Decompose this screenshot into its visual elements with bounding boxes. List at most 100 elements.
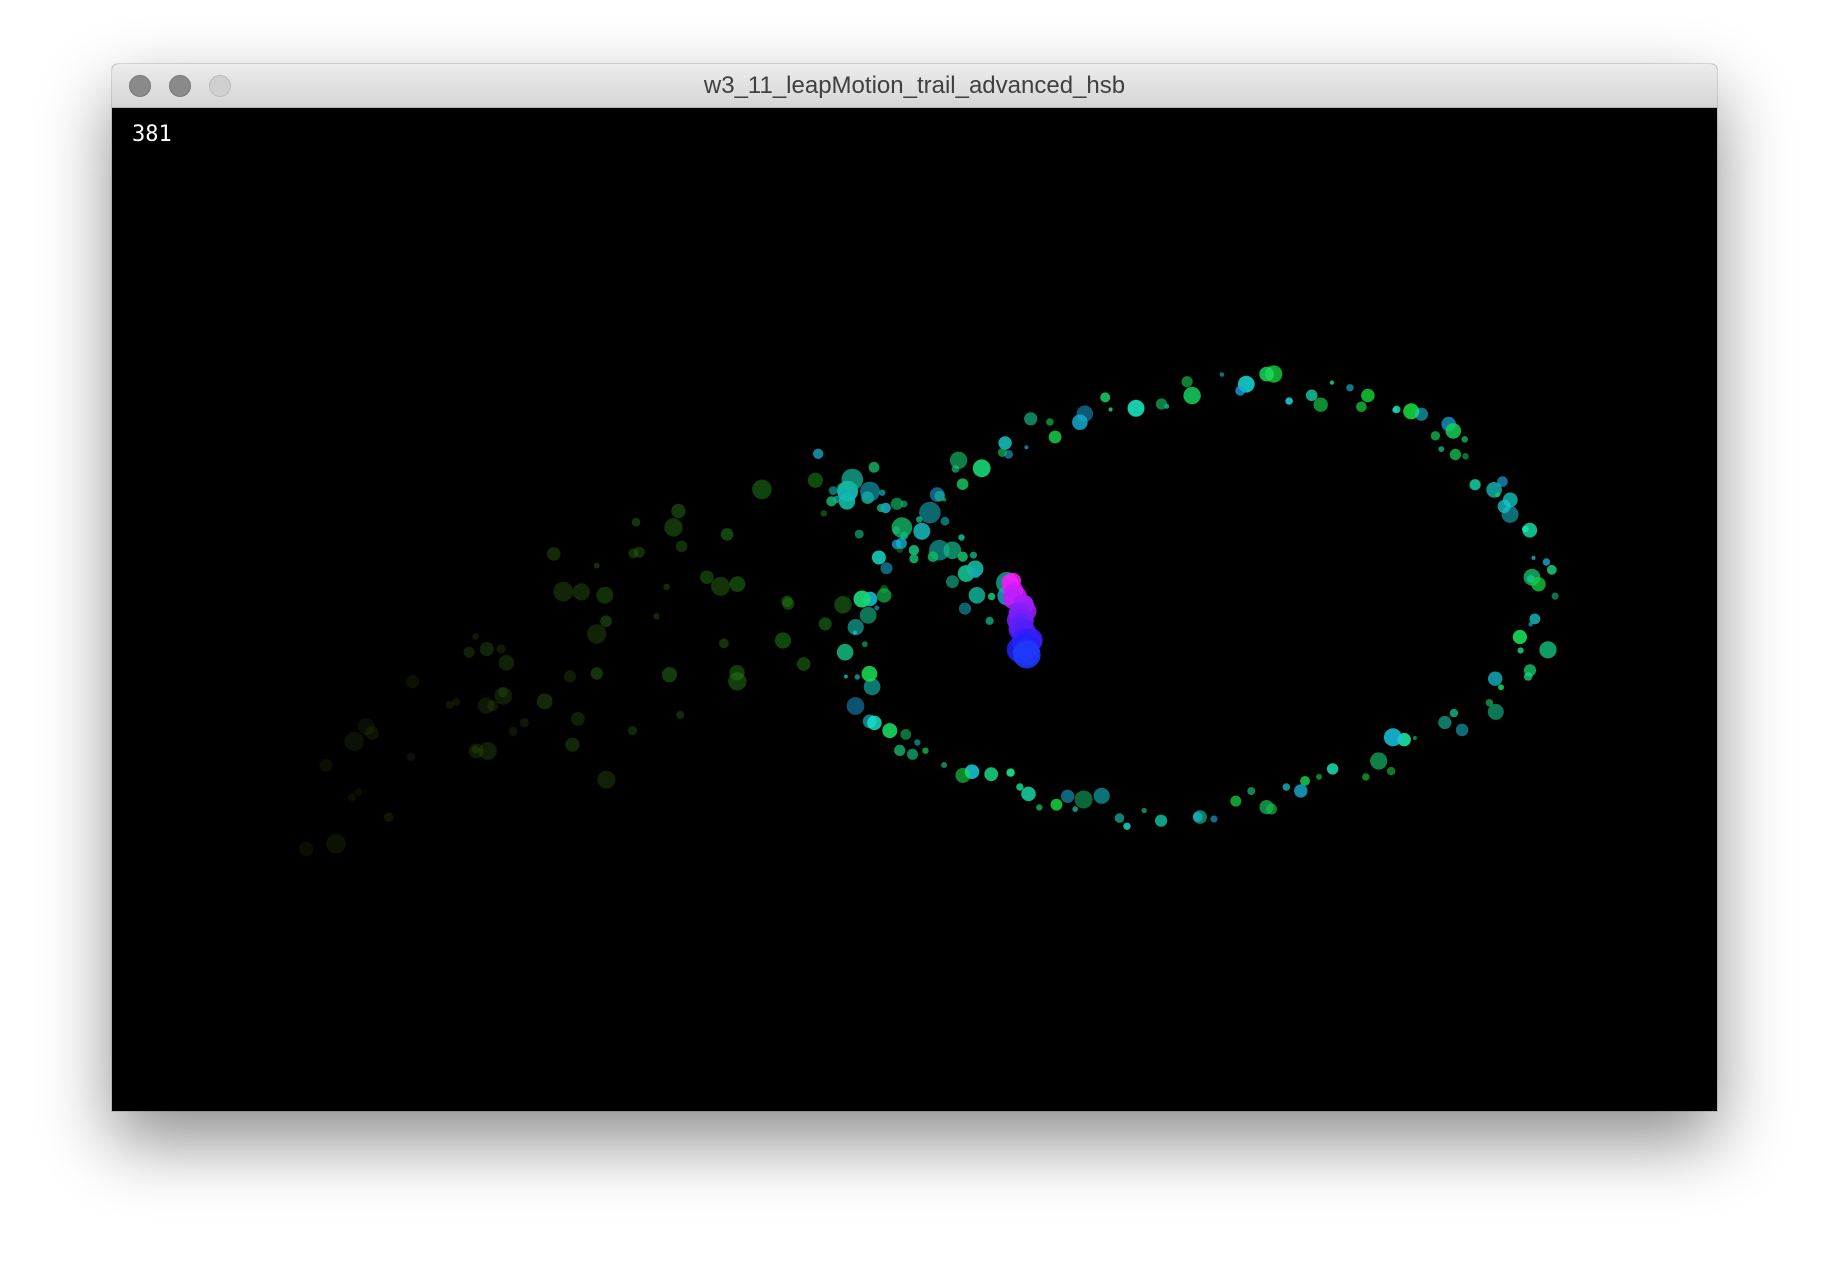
trail-particle bbox=[1497, 476, 1508, 487]
trail-particle bbox=[1127, 399, 1145, 417]
trail-particle bbox=[774, 632, 792, 649]
trail-particle bbox=[1449, 708, 1459, 718]
trail-particle bbox=[451, 697, 461, 707]
trail-particle bbox=[972, 459, 991, 478]
trail-particle bbox=[861, 665, 878, 682]
trail-particle bbox=[955, 767, 971, 783]
trail-particle bbox=[1326, 763, 1339, 775]
trail-particle bbox=[1210, 815, 1218, 823]
trail-particle bbox=[957, 551, 968, 562]
trail-particle bbox=[868, 461, 880, 473]
trail-particle bbox=[711, 576, 730, 596]
trail-particle bbox=[1356, 401, 1367, 413]
minimize-button[interactable] bbox=[169, 75, 191, 97]
trail-particle bbox=[841, 468, 864, 491]
trail-particle bbox=[1551, 592, 1559, 600]
trail-particle bbox=[344, 731, 364, 752]
trail-particle bbox=[664, 518, 683, 537]
trail-particle bbox=[891, 539, 902, 550]
trail-particle bbox=[1546, 564, 1557, 575]
trail-particle bbox=[1016, 783, 1024, 791]
trail-particle bbox=[1181, 376, 1193, 388]
trail-particle bbox=[1259, 366, 1275, 382]
trail-particle bbox=[1183, 386, 1201, 405]
trail-particle bbox=[1259, 800, 1274, 815]
trail-particle bbox=[1155, 814, 1168, 827]
trail-particle bbox=[958, 602, 972, 615]
trail-particle bbox=[1487, 703, 1504, 720]
trail-particle bbox=[1021, 786, 1036, 802]
trail-particle bbox=[894, 744, 906, 757]
trail-particle bbox=[406, 675, 420, 689]
trail-particle bbox=[1074, 790, 1093, 809]
sketch-canvas[interactable]: 381 bbox=[112, 108, 1717, 1111]
trail-particle bbox=[597, 770, 616, 789]
trail-particle bbox=[1461, 436, 1468, 443]
close-button[interactable] bbox=[129, 75, 151, 97]
app-window: w3_11_leapMotion_trail_advanced_hsb 381 bbox=[112, 64, 1717, 1111]
trail-particle bbox=[479, 642, 494, 657]
trail-particle bbox=[1512, 629, 1527, 645]
trail-particle bbox=[900, 729, 912, 740]
trail-particle bbox=[1114, 813, 1125, 823]
trail-particle bbox=[1155, 398, 1168, 410]
trail-particle bbox=[1488, 671, 1503, 686]
trail-particle bbox=[1523, 672, 1533, 681]
trail-particle bbox=[1072, 414, 1088, 431]
trail-particle bbox=[1383, 728, 1402, 747]
trail-particle bbox=[984, 767, 999, 782]
trail-particle bbox=[498, 687, 508, 698]
trail-particle bbox=[319, 758, 333, 772]
trail-particle bbox=[879, 489, 886, 496]
trail-particle bbox=[818, 617, 832, 631]
trail-particle bbox=[1361, 388, 1375, 403]
trail-particle bbox=[987, 592, 996, 601]
trail-particle bbox=[859, 606, 877, 624]
trail-particle bbox=[1469, 479, 1481, 491]
trail-particle bbox=[1529, 613, 1541, 625]
trail-particle bbox=[565, 737, 580, 752]
trail-particle bbox=[1235, 385, 1246, 396]
trail-particle bbox=[728, 672, 747, 691]
trail-particle bbox=[536, 693, 553, 710]
trail-particle bbox=[365, 726, 379, 740]
trail-particle bbox=[1438, 446, 1445, 452]
trail-particle bbox=[1522, 522, 1538, 538]
trail-particle bbox=[572, 583, 590, 601]
trail-particle bbox=[468, 743, 484, 759]
trail-particle bbox=[1316, 773, 1322, 780]
trail-particle bbox=[596, 586, 614, 604]
trail-particle bbox=[854, 529, 864, 539]
trail-particle bbox=[853, 590, 871, 608]
trail-particle bbox=[1036, 804, 1043, 811]
zoom-button[interactable] bbox=[209, 75, 231, 97]
trail-particle bbox=[472, 633, 479, 640]
trail-particle bbox=[968, 587, 986, 604]
trail-particle bbox=[863, 678, 881, 696]
trail-particle bbox=[913, 522, 931, 540]
trail-particle bbox=[927, 551, 939, 562]
trail-particle bbox=[1517, 647, 1524, 654]
trail-particle bbox=[546, 547, 561, 561]
trail-particle bbox=[1294, 784, 1308, 798]
trail-particle bbox=[1329, 380, 1334, 385]
trail-particle bbox=[1455, 723, 1469, 737]
trail-particle bbox=[1048, 430, 1062, 444]
trail-particle bbox=[836, 643, 854, 661]
title-bar[interactable]: w3_11_leapMotion_trail_advanced_hsb bbox=[112, 64, 1717, 108]
trail-particle bbox=[1370, 752, 1388, 770]
trail-particle bbox=[1445, 423, 1462, 439]
trail-particle bbox=[998, 436, 1012, 450]
trail-particle bbox=[1386, 766, 1396, 776]
trail-particle bbox=[846, 697, 865, 715]
trail-particle bbox=[1046, 418, 1054, 426]
trail-particle bbox=[882, 723, 898, 739]
trail-particle bbox=[1013, 641, 1041, 669]
trail-particle bbox=[406, 752, 415, 762]
trail-particle bbox=[1414, 407, 1428, 421]
trail-particle bbox=[941, 762, 948, 768]
trail-particle bbox=[1412, 736, 1417, 740]
trail-particle bbox=[1247, 787, 1256, 796]
trail-particle bbox=[1285, 397, 1293, 405]
trail-particle bbox=[1192, 812, 1203, 822]
